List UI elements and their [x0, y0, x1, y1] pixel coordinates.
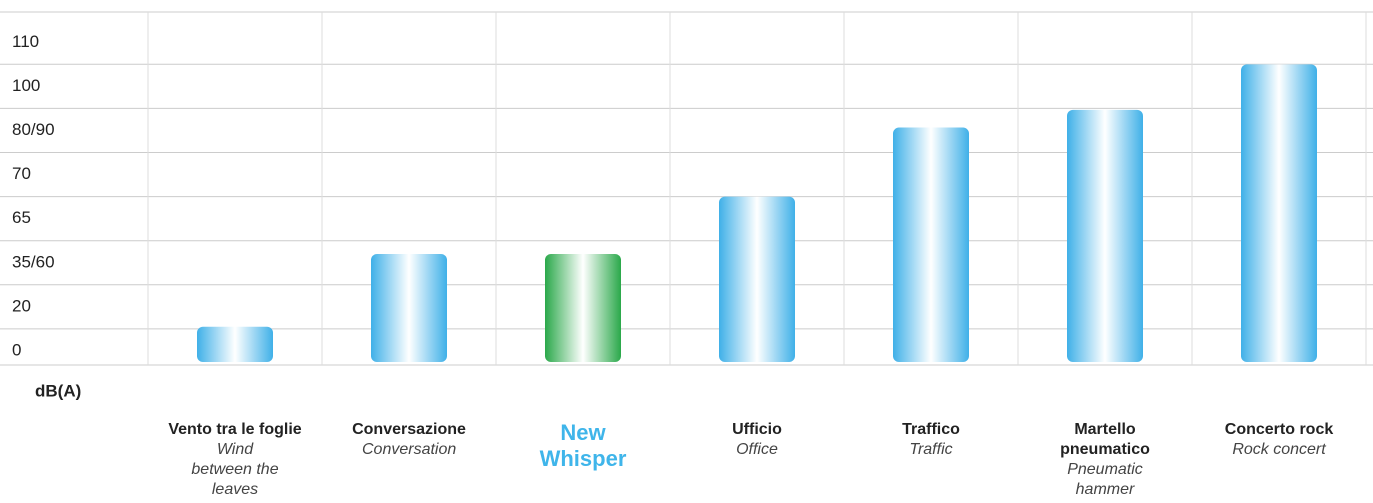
- y-tick-label: 65: [12, 208, 31, 227]
- bar: [371, 254, 447, 362]
- y-tick-label: 80/90: [12, 120, 55, 139]
- y-tick-label: 70: [12, 164, 31, 183]
- bar: [719, 197, 795, 362]
- category-name: Concerto rock: [1192, 420, 1366, 440]
- bar: [197, 327, 273, 362]
- category-name: Martello pneumatico: [1018, 420, 1192, 460]
- category-name: Vento tra le foglie: [148, 420, 322, 440]
- category-subtitle: Rock concert: [1192, 440, 1366, 460]
- y-tick-label: 35/60: [12, 252, 55, 271]
- category-subtitle: Traffic: [844, 440, 1018, 460]
- y-tick-label: 100: [12, 76, 40, 95]
- category-subtitle: Conversation: [322, 440, 496, 460]
- category-subtitle: Pneumatic hammer: [1018, 460, 1192, 500]
- category-subtitle: Office: [670, 440, 844, 460]
- y-tick-label: 110: [12, 32, 39, 51]
- category-subtitle: Wind between the leaves: [148, 440, 322, 500]
- bar: [545, 254, 621, 362]
- category-label: New Whisper: [496, 420, 670, 472]
- bar: [1241, 64, 1317, 362]
- y-tick-label: 0: [12, 340, 21, 359]
- category-name: New Whisper: [496, 420, 670, 472]
- y-tick-label: 20: [12, 296, 31, 315]
- category-name: Conversazione: [322, 420, 496, 440]
- bar: [1067, 110, 1143, 362]
- category-name: Traffico: [844, 420, 1018, 440]
- page: dB(A) 0 20 35/60 65 70 80/90 100 110 Vento tra …: [0, 0, 1373, 503]
- bar: [893, 128, 969, 362]
- y-unit-label: dB(A): [35, 381, 81, 400]
- category-name: Ufficio: [670, 420, 844, 440]
